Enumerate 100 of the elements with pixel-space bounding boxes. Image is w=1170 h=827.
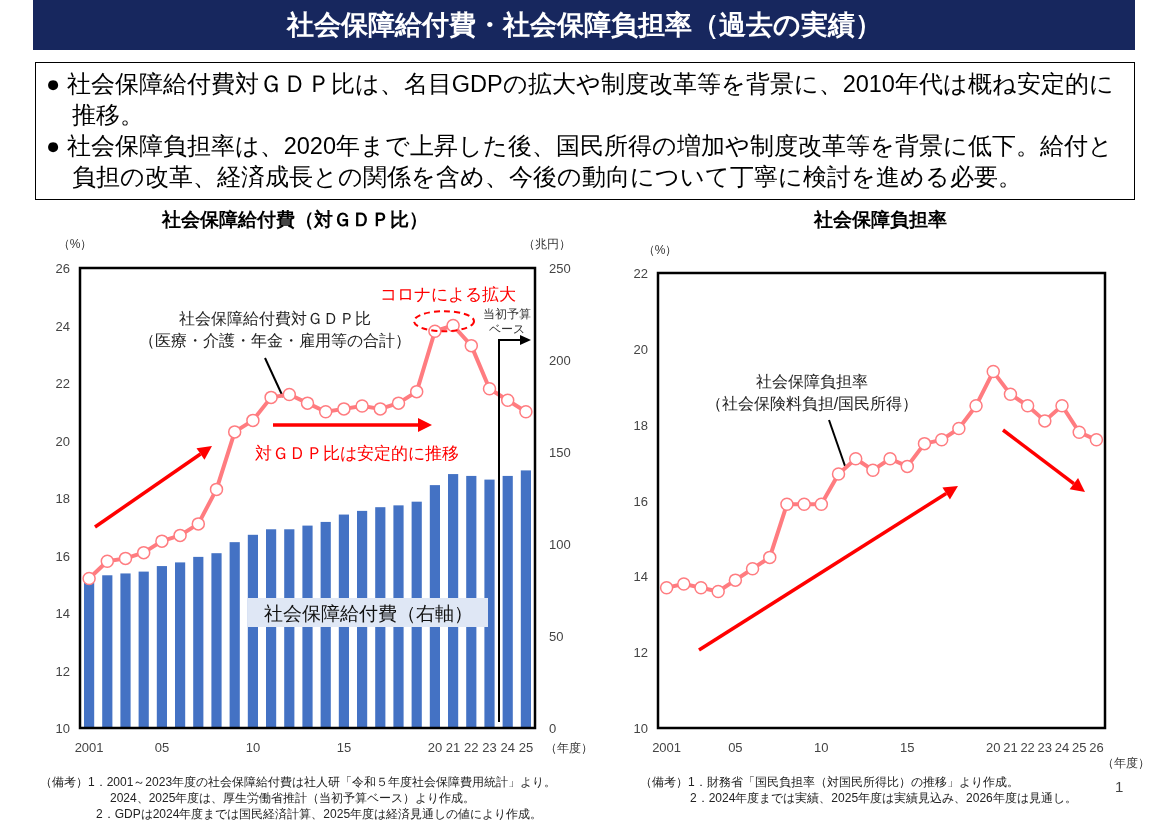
point <box>866 463 880 477</box>
y-tick-label: 10 <box>633 721 648 736</box>
point <box>711 584 725 599</box>
x-tick-label: 05 <box>728 740 743 755</box>
text: 2．2024年度までは実績、2025年度は実績見込み、2026年度は見通し。 <box>690 791 1077 805</box>
y-tick-label: 14 <box>633 569 648 585</box>
point <box>246 413 260 428</box>
point <box>409 384 424 399</box>
point <box>1089 433 1104 447</box>
point <box>780 497 794 512</box>
point <box>694 580 708 595</box>
x-tick-label: 22 <box>464 740 479 755</box>
y-tick-label: 20 <box>633 341 648 357</box>
annotation: 対ＧＤＰ比は安定的に推移 <box>255 444 459 463</box>
point <box>917 436 932 451</box>
point <box>797 497 811 512</box>
x-tick-label: 26 <box>1089 740 1104 755</box>
point <box>118 551 133 566</box>
point <box>728 573 743 587</box>
point <box>883 452 897 466</box>
point <box>677 577 691 591</box>
point <box>227 425 242 439</box>
x-tick-label: 25 <box>518 740 534 755</box>
bar <box>120 573 131 728</box>
point <box>659 580 674 595</box>
bar <box>175 562 186 728</box>
y-tick-label: 12 <box>633 645 648 661</box>
point <box>1003 387 1018 402</box>
bar <box>484 479 495 728</box>
point <box>745 562 760 576</box>
point <box>934 433 949 447</box>
point <box>831 467 846 481</box>
annotation: 当初予算ベース <box>483 307 531 336</box>
y2-tick-label: 200 <box>549 353 571 368</box>
bar <box>84 582 95 728</box>
x-tick-label: 21 <box>1003 740 1018 755</box>
y2-tick-label: 0 <box>549 721 557 736</box>
series-label: 社会保障給付費対ＧＤＰ比（医療・介護・年金・雇用等の合計） <box>139 310 411 349</box>
annotation: コロナによる拡大 <box>380 285 516 304</box>
text: 社会保障給付費・社会保障負担率（過去の実績） <box>33 0 1135 50</box>
y-tick-label: 18 <box>55 491 70 506</box>
point <box>900 459 915 474</box>
y-tick-label: 22 <box>633 266 648 281</box>
x-axis-title: （年度） <box>1102 756 1150 770</box>
point <box>464 338 479 353</box>
y-tick-label: 18 <box>633 417 648 433</box>
bar <box>138 571 149 728</box>
x-tick-label: 23 <box>482 740 497 755</box>
bar <box>102 575 113 728</box>
point <box>1072 425 1086 439</box>
x-tick-label: 25 <box>1071 740 1087 755</box>
point <box>300 396 315 410</box>
x-tick-label: 24 <box>1054 740 1070 755</box>
x-tick-label: 05 <box>154 740 170 755</box>
point <box>173 528 187 543</box>
bar <box>193 556 204 728</box>
x-tick-label: 20 <box>986 740 1001 755</box>
x-tick-label: 10 <box>245 740 261 755</box>
y-tick-label: 16 <box>55 548 70 564</box>
x-tick-label: 2001 <box>74 740 104 755</box>
bar <box>229 542 240 728</box>
y-tick-label: 26 <box>55 261 70 276</box>
text: ● 社会保障給付費対ＧＤＰ比は、名目GDPの拡大や制度改革等を背景に、2010年代は概ね安定的に推移。 <box>46 70 1115 130</box>
bar <box>156 566 167 728</box>
x-tick-label: 2001 <box>652 740 682 755</box>
y2-axis-title: （兆円） <box>523 237 571 251</box>
text: （備考）1．財務省「国民負担率（対国民所得比）の推移」より作成。 <box>640 775 1019 789</box>
bar <box>502 475 513 728</box>
point <box>391 396 406 410</box>
y-tick-label: 24 <box>55 318 70 334</box>
point <box>355 399 369 413</box>
point <box>100 554 115 568</box>
y-tick-label: 10 <box>55 721 70 736</box>
series-label: 社会保障負担率（社会保険料負担/国民所得） <box>705 373 919 412</box>
point <box>191 517 206 531</box>
x-tick-label: 22 <box>1020 740 1035 755</box>
x-tick-label: 20 <box>427 740 443 755</box>
point <box>1038 414 1052 428</box>
text: ● 社会保障負担率は、2020年まで上昇した後、国民所得の増加や制度改革等を背景に低下。給付と負担の改革、経済成長との関係を含め、今後の動向について丁寧に検討を進める必要。 <box>46 132 1114 192</box>
x-tick-label: 23 <box>1037 740 1053 755</box>
y-axis-title: （%） <box>642 243 678 257</box>
y2-tick-label: 50 <box>549 629 564 644</box>
point <box>373 402 388 416</box>
point <box>814 497 829 512</box>
chart-title: 社会保障負担率 <box>812 209 947 230</box>
x-tick-label: 15 <box>336 740 352 755</box>
y-axis-title: （%） <box>57 237 93 251</box>
y2-tick-label: 100 <box>549 537 571 552</box>
bar <box>520 470 531 728</box>
x-tick-label: 10 <box>814 740 829 755</box>
series-label: 社会保障給付費（右軸） <box>263 603 473 624</box>
bar <box>211 553 222 728</box>
point <box>318 405 333 419</box>
point <box>337 402 351 416</box>
y2-tick-label: 250 <box>549 261 571 276</box>
point <box>1020 398 1035 413</box>
point <box>986 364 1000 379</box>
point <box>155 534 169 548</box>
point <box>500 393 515 407</box>
y-tick-label: 14 <box>55 606 70 621</box>
